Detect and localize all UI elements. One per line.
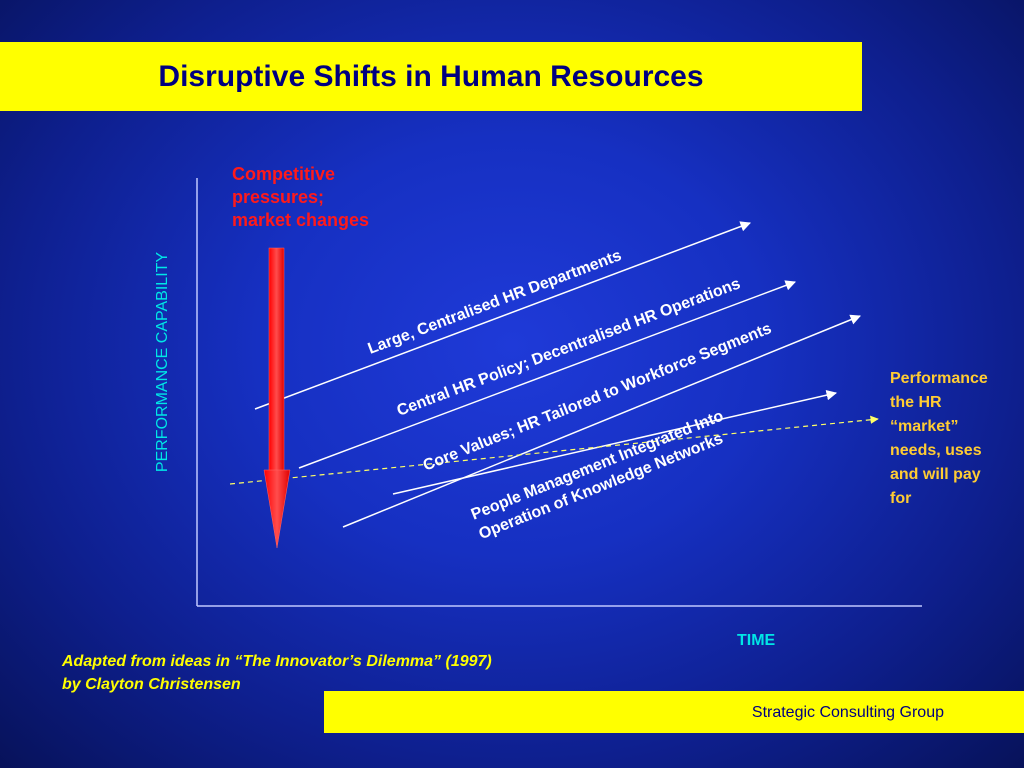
footer-bar: Strategic Consulting Group	[324, 691, 1024, 733]
slide-title: Disruptive Shifts in Human Resources	[158, 59, 704, 93]
red-note-line: pressures;	[232, 187, 325, 207]
source-line-1: Adapted from ideas in “The Innovator’s D…	[62, 653, 492, 670]
red-note-line: Competitive	[232, 164, 336, 184]
competitive-pressure-arrow	[263, 247, 291, 549]
trajectory-line-3	[342, 314, 861, 528]
right-note-line: “market”	[890, 418, 959, 435]
right-note-line: needs, uses	[890, 442, 982, 459]
title-bar: Disruptive Shifts in Human Resources	[0, 42, 862, 111]
footer-text: Strategic Consulting Group	[751, 704, 944, 721]
trajectory-line-2	[298, 280, 796, 469]
competitive-pressures-note: Competitive pressures; market changes	[232, 163, 369, 232]
right-note-line: Performance	[890, 370, 988, 387]
source-line-2: by Clayton Christensen	[62, 676, 241, 693]
right-note-line: and will pay	[890, 466, 981, 483]
market-needs-note: Performance the HR “market” needs, uses …	[890, 367, 1020, 511]
trajectory-line-4	[392, 389, 838, 495]
source-citation: Adapted from ideas in “The Innovator’s D…	[62, 650, 492, 696]
right-note-line: the HR	[890, 394, 942, 411]
red-note-line: market changes	[232, 210, 370, 230]
market-needs-line	[229, 415, 879, 485]
right-note-line: for	[890, 490, 912, 507]
trajectory-line-1	[254, 221, 751, 410]
y-axis-label-text: PERFORMANCE CAPABILITY	[154, 251, 171, 473]
x-axis-label: TIME	[737, 632, 776, 649]
